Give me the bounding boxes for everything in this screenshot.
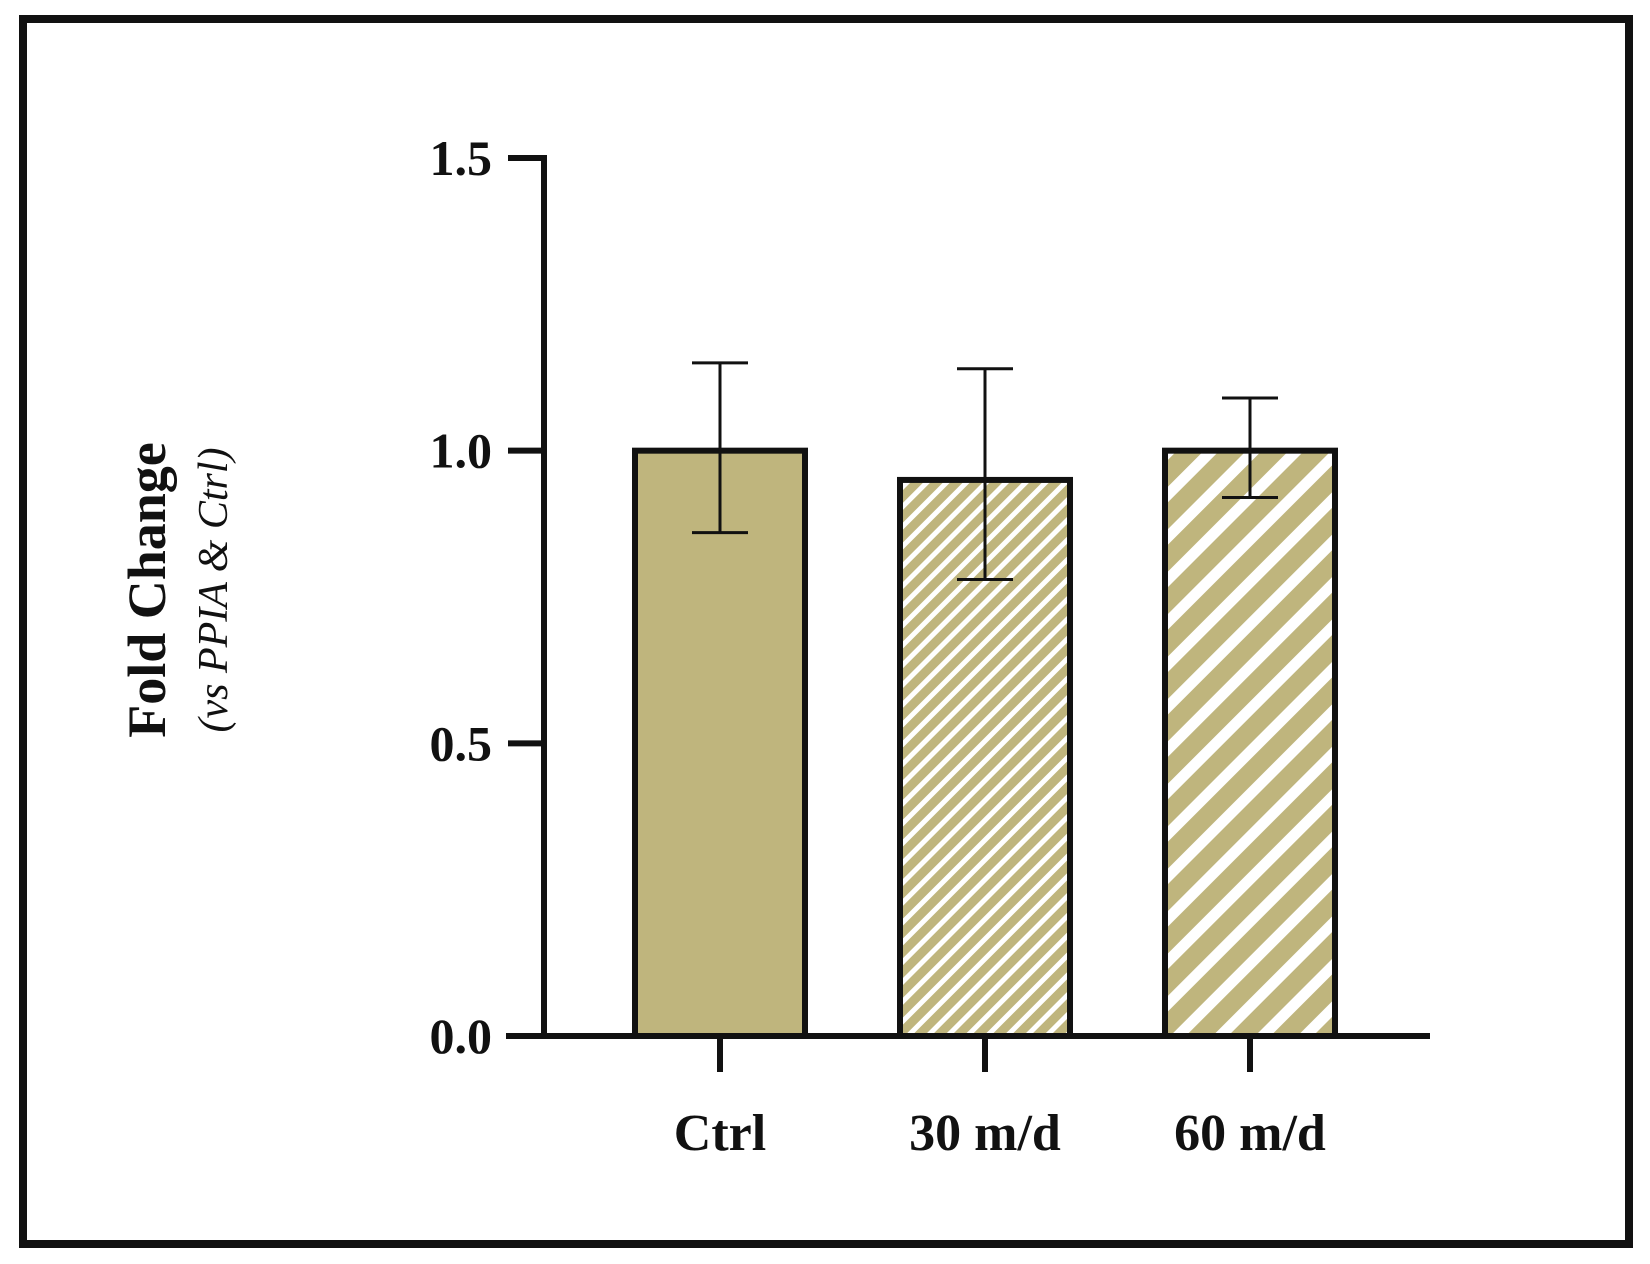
figure-frame: [19, 15, 1633, 1248]
y-axis-title: Fold Change (vs PPIA & Ctrl): [117, 442, 237, 738]
bar-3: [1162, 447, 1338, 1039]
x-tick-label-3: 60 m/d: [1174, 1105, 1326, 1162]
error-bars-layer: [692, 361, 1278, 581]
y-tick-label-4: 1.5: [430, 130, 493, 186]
y-tick-label-2: 0.5: [430, 715, 493, 771]
y-tick-label-1: 0.0: [430, 1008, 493, 1064]
bar-1: [632, 447, 808, 1039]
y-axis-label: Fold Change: [117, 442, 177, 738]
bars-layer: [632, 447, 1338, 1039]
x-tick-label-1: Ctrl: [674, 1105, 766, 1162]
y-axis-sublabel: (vs PPIA & Ctrl): [191, 447, 237, 732]
y-ticks-layer: 0.0 0.5 1.0 1.5: [430, 130, 544, 1064]
y-tick-label-3: 1.0: [430, 423, 493, 479]
x-tick-label-2: 30 m/d: [909, 1105, 1061, 1162]
x-ticks-layer: Ctrl 30 m/d 60 m/d: [674, 1036, 1326, 1162]
